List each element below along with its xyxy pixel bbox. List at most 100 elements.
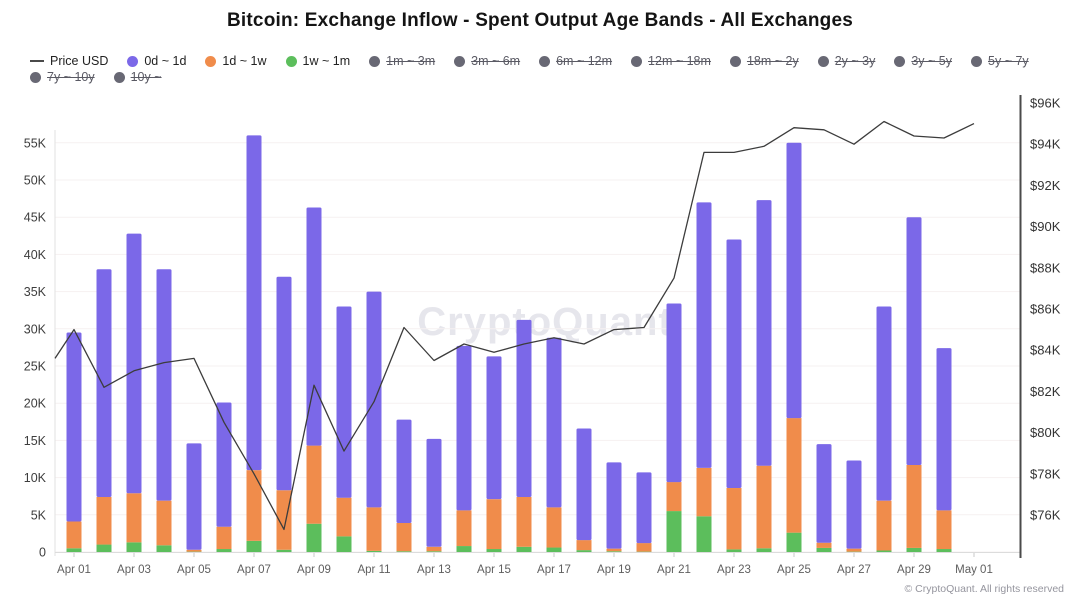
- bar-segment-1w-1m-apr-06[interactable]: [216, 549, 232, 552]
- bar-segment-1w-1m-apr-19[interactable]: [606, 551, 622, 552]
- bar-segment-1d-1w-apr-19[interactable]: [606, 548, 622, 552]
- legend-item-3m-6m[interactable]: 3m ~ 6m: [454, 54, 520, 68]
- bar-segment-1d-1w-apr-29[interactable]: [906, 464, 922, 548]
- bar-segment-0d-1d-apr-25[interactable]: [786, 142, 802, 419]
- bar-segment-1w-1m-apr-01[interactable]: [66, 548, 82, 552]
- legend-item-price-usd[interactable]: Price USD: [30, 54, 108, 68]
- bar-segment-0d-1d-apr-03[interactable]: [126, 233, 142, 494]
- bar-segment-1d-1w-apr-05[interactable]: [186, 549, 202, 552]
- legend-item-1m-3m[interactable]: 1m ~ 3m: [369, 54, 435, 68]
- bar-segment-0d-1d-apr-12[interactable]: [396, 419, 412, 523]
- bar-segment-1w-1m-apr-21[interactable]: [666, 511, 682, 552]
- bar-segment-1d-1w-apr-06[interactable]: [216, 526, 232, 550]
- bar-segment-1d-1w-apr-08[interactable]: [276, 490, 292, 550]
- bar-segment-1w-1m-apr-16[interactable]: [516, 546, 532, 552]
- bar-segment-0d-1d-apr-28[interactable]: [876, 306, 892, 501]
- bar-segment-1w-1m-apr-04[interactable]: [156, 545, 172, 552]
- bar-segment-0d-1d-apr-18[interactable]: [576, 428, 592, 541]
- bar-segment-0d-1d-apr-19[interactable]: [606, 462, 622, 549]
- bar-segment-1d-1w-apr-21[interactable]: [666, 482, 682, 512]
- bar-segment-0d-1d-apr-27[interactable]: [846, 460, 862, 549]
- bar-segment-1d-1w-apr-30[interactable]: [936, 510, 952, 550]
- bar-segment-0d-1d-apr-16[interactable]: [516, 319, 532, 497]
- bar-segment-0d-1d-apr-24[interactable]: [756, 200, 772, 466]
- bar-segment-1w-1m-apr-10[interactable]: [336, 536, 352, 552]
- bar-segment-1d-1w-apr-23[interactable]: [726, 488, 742, 550]
- bar-segment-1d-1w-apr-18[interactable]: [576, 540, 592, 551]
- bar-segment-0d-1d-apr-30[interactable]: [936, 348, 952, 511]
- legend-item-12m-18m[interactable]: 12m ~ 18m: [631, 54, 711, 68]
- bar-segment-1d-1w-apr-28[interactable]: [876, 500, 892, 551]
- bar-segment-1d-1w-apr-22[interactable]: [696, 467, 712, 517]
- bar-segment-0d-1d-apr-06[interactable]: [216, 402, 232, 527]
- legend-item-18m-2y[interactable]: 18m ~ 2y: [729, 54, 799, 68]
- bar-segment-1w-1m-apr-03[interactable]: [126, 542, 142, 552]
- bar-segment-0d-1d-apr-17[interactable]: [546, 337, 562, 508]
- bar-segment-1d-1w-apr-02[interactable]: [96, 496, 112, 545]
- legend-item-3y-5y[interactable]: 3y ~ 5y: [894, 54, 952, 68]
- legend-item-2y-3y[interactable]: 2y ~ 3y: [817, 54, 875, 68]
- legend-item-0d-1d[interactable]: 0d ~ 1d: [127, 54, 186, 68]
- bar-segment-1d-1w-apr-26[interactable]: [816, 542, 832, 548]
- bar-segment-0d-1d-apr-08[interactable]: [276, 276, 292, 491]
- bar-segment-1w-1m-apr-13[interactable]: [426, 551, 442, 552]
- bar-segment-1d-1w-apr-13[interactable]: [426, 546, 442, 552]
- bar-segment-1w-1m-apr-08[interactable]: [276, 549, 292, 552]
- bar-segment-0d-1d-apr-14[interactable]: [456, 345, 472, 511]
- bar-segment-0d-1d-apr-23[interactable]: [726, 239, 742, 489]
- bar-segment-1d-1w-apr-25[interactable]: [786, 418, 802, 533]
- bar-segment-1d-1w-apr-10[interactable]: [336, 497, 352, 537]
- legend-item-1d-1w[interactable]: 1d ~ 1w: [205, 54, 267, 68]
- bar-segment-1d-1w-apr-17[interactable]: [546, 507, 562, 548]
- legend-item-10y[interactable]: 10y ~: [113, 70, 162, 84]
- bar-segment-0d-1d-apr-04[interactable]: [156, 269, 172, 501]
- bar-segment-0d-1d-apr-15[interactable]: [486, 356, 502, 500]
- bar-segment-1d-1w-apr-11[interactable]: [366, 507, 382, 551]
- bar-segment-1d-1w-apr-03[interactable]: [126, 493, 142, 543]
- bar-segment-0d-1d-apr-05[interactable]: [186, 443, 202, 550]
- bar-segment-1w-1m-apr-02[interactable]: [96, 544, 112, 552]
- bar-segment-1w-1m-apr-12[interactable]: [396, 551, 412, 552]
- bar-segment-1d-1w-apr-12[interactable]: [396, 522, 412, 552]
- bar-segment-0d-1d-apr-22[interactable]: [696, 202, 712, 468]
- bar-segment-0d-1d-apr-21[interactable]: [666, 303, 682, 483]
- bar-segment-1d-1w-apr-16[interactable]: [516, 496, 532, 547]
- bar-segment-1w-1m-apr-07[interactable]: [246, 540, 262, 552]
- bar-segment-1w-1m-apr-23[interactable]: [726, 549, 742, 552]
- bar-segment-0d-1d-apr-20[interactable]: [636, 472, 652, 544]
- bar-segment-1w-1m-apr-24[interactable]: [756, 548, 772, 552]
- bar-segment-1w-1m-apr-29[interactable]: [906, 547, 922, 552]
- legend-item-1w-1m[interactable]: 1w ~ 1m: [285, 54, 350, 68]
- bar-segment-0d-1d-apr-02[interactable]: [96, 269, 112, 497]
- bar-segment-1d-1w-apr-27[interactable]: [846, 548, 862, 552]
- bar-segment-1w-1m-apr-14[interactable]: [456, 546, 472, 552]
- bar-segment-0d-1d-apr-09[interactable]: [306, 207, 322, 446]
- bar-segment-1w-1m-apr-22[interactable]: [696, 516, 712, 552]
- bar-segment-1d-1w-apr-01[interactable]: [66, 521, 82, 549]
- bar-segment-1d-1w-apr-09[interactable]: [306, 445, 322, 524]
- bar-segment-1d-1w-apr-14[interactable]: [456, 510, 472, 547]
- bar-segment-1d-1w-apr-07[interactable]: [246, 470, 262, 541]
- bar-segment-1w-1m-apr-25[interactable]: [786, 532, 802, 552]
- bar-segment-0d-1d-apr-26[interactable]: [816, 444, 832, 543]
- bar-segment-0d-1d-apr-01[interactable]: [66, 332, 82, 522]
- bar-segment-1w-1m-apr-15[interactable]: [486, 549, 502, 552]
- bar-segment-1w-1m-apr-18[interactable]: [576, 550, 592, 552]
- bar-segment-1d-1w-apr-24[interactable]: [756, 465, 772, 549]
- bar-segment-1d-1w-apr-04[interactable]: [156, 500, 172, 546]
- bar-segment-1w-1m-apr-09[interactable]: [306, 523, 322, 552]
- bar-segment-1w-1m-apr-26[interactable]: [816, 547, 832, 552]
- bar-segment-1w-1m-apr-17[interactable]: [546, 547, 562, 552]
- legend-item-7y-10y[interactable]: 7y ~ 10y: [30, 70, 95, 84]
- bar-segment-0d-1d-apr-07[interactable]: [246, 135, 262, 471]
- bar-segment-0d-1d-apr-10[interactable]: [336, 306, 352, 498]
- legend-item-6m-12m[interactable]: 6m ~ 12m: [539, 54, 612, 68]
- bar-segment-1w-1m-apr-30[interactable]: [936, 549, 952, 552]
- bar-segment-0d-1d-apr-29[interactable]: [906, 217, 922, 465]
- legend-item-5y-7y[interactable]: 5y ~ 7y: [971, 54, 1029, 68]
- bar-segment-1w-1m-apr-11[interactable]: [366, 550, 382, 552]
- bar-segment-1d-1w-apr-15[interactable]: [486, 499, 502, 550]
- bar-segment-0d-1d-apr-13[interactable]: [426, 438, 442, 547]
- bar-segment-0d-1d-apr-11[interactable]: [366, 291, 382, 508]
- bar-segment-1d-1w-apr-20[interactable]: [636, 543, 652, 552]
